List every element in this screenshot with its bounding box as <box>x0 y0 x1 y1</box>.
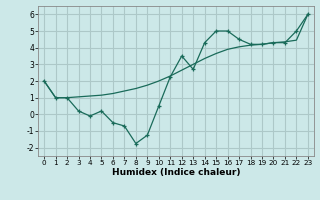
X-axis label: Humidex (Indice chaleur): Humidex (Indice chaleur) <box>112 168 240 177</box>
